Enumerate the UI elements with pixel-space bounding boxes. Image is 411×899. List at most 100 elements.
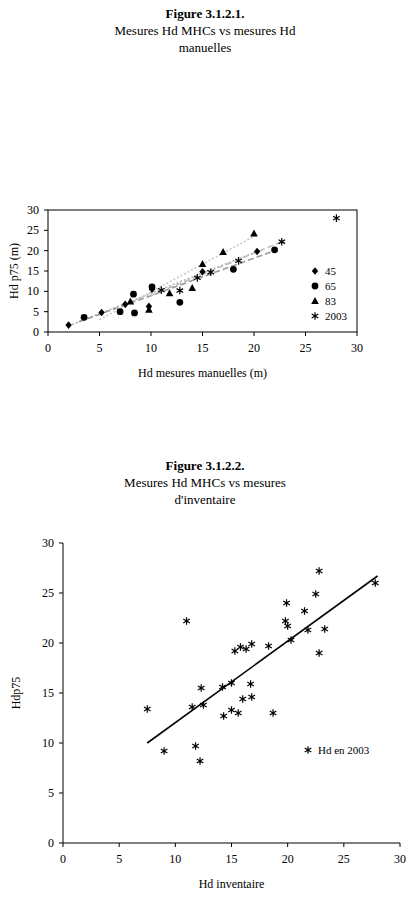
plot-frame [48, 210, 357, 332]
y-tick [44, 332, 48, 333]
x-tick [202, 332, 203, 336]
y-tick [44, 311, 48, 312]
legend-label: 2003 [325, 310, 348, 322]
data-point [166, 289, 174, 296]
chart: Figure 3.1.2.1.Mesures Hd MHCs vs mesure… [7, 6, 363, 380]
trend-line [100, 236, 255, 319]
x-tick-label: 10 [169, 852, 181, 866]
y-axis-title: Hdp75 [9, 677, 23, 710]
y-tick-label: 25 [27, 223, 39, 237]
x-tick-label: 25 [338, 852, 350, 866]
data-point [265, 642, 272, 650]
x-tick-label: 0 [45, 341, 51, 355]
x-axis-title: Hd mesures manuelles (m) [138, 366, 267, 380]
data-point [145, 306, 153, 313]
y-tick [44, 271, 48, 272]
y-tick [59, 593, 63, 594]
data-point [198, 684, 205, 692]
data-point [305, 626, 312, 634]
data-point [243, 645, 250, 653]
data-point [65, 321, 71, 329]
legend: Hd en 2003 [305, 744, 370, 756]
y-tick [59, 643, 63, 644]
legend-swatch [305, 746, 312, 754]
data-point [183, 617, 190, 625]
data-point [270, 709, 277, 717]
y-axis-title: Hd p75 (m) [7, 243, 21, 299]
data-point [200, 701, 207, 709]
trend-line [151, 241, 285, 296]
chart-title: Figure 3.1.2.2. [166, 458, 245, 473]
data-point [81, 314, 88, 321]
data-point [144, 705, 151, 713]
data-point [177, 287, 184, 295]
data-point [284, 622, 291, 630]
x-tick-label: 5 [116, 852, 122, 866]
y-tick-label: 20 [27, 244, 39, 258]
chart-subtitle: Mesures Hd MHCs vs mesures [124, 475, 286, 490]
data-point [248, 693, 255, 701]
data-point [333, 214, 340, 222]
data-point [239, 695, 246, 703]
legend: 4565832003 [311, 265, 347, 322]
data-point [283, 599, 290, 607]
legend-swatch [312, 283, 319, 290]
data-point [207, 268, 214, 276]
x-tick [231, 843, 232, 847]
legend-swatch [311, 297, 319, 304]
data-point [199, 260, 207, 267]
data-point [199, 268, 205, 276]
data-point [131, 309, 138, 316]
data-point [149, 283, 156, 290]
x-tick-label: 15 [226, 852, 238, 866]
data-point [189, 703, 196, 711]
y-tick-label: 30 [27, 203, 39, 217]
y-tick-label: 30 [42, 536, 54, 550]
data-group [144, 567, 379, 765]
data-point [316, 649, 323, 657]
data-point [194, 274, 201, 282]
y-tick [59, 743, 63, 744]
trend-line [79, 251, 275, 322]
data-point [250, 230, 258, 237]
x-tick [254, 332, 255, 336]
data-point [220, 712, 227, 720]
legend-label: 65 [325, 280, 337, 292]
x-tick-label: 0 [60, 852, 66, 866]
data-point [188, 284, 196, 291]
legend-swatch [312, 312, 319, 320]
y-tick-label: 0 [33, 325, 39, 339]
trend-line [147, 576, 377, 743]
x-tick-label: 20 [282, 852, 294, 866]
data-point [197, 757, 204, 765]
figure-canvas: Figure 3.1.2.1.Mesures Hd MHCs vs mesure… [0, 0, 411, 899]
chart-subtitle: manuelles [179, 40, 232, 55]
x-tick-label: 20 [248, 341, 260, 355]
x-tick-label: 25 [300, 341, 312, 355]
data-point [219, 683, 226, 691]
legend-label: Hd en 2003 [318, 744, 370, 756]
data-point [230, 266, 237, 273]
data-point [312, 590, 319, 598]
x-tick [99, 332, 100, 336]
data-point [235, 257, 242, 265]
y-tick-label: 5 [33, 305, 39, 319]
x-tick-label: 10 [145, 341, 157, 355]
data-point [228, 706, 235, 714]
x-tick [151, 332, 152, 336]
page: {"chart_data": [ {"type": "scatter", "ti… [0, 0, 411, 899]
legend-label: 45 [325, 265, 337, 277]
x-tick-label: 5 [97, 341, 103, 355]
x-tick [119, 843, 120, 847]
data-point [98, 309, 104, 317]
y-tick-label: 10 [27, 284, 39, 298]
y-tick-label: 20 [42, 636, 54, 650]
x-tick [400, 843, 401, 847]
data-point [161, 747, 168, 755]
data-point [316, 567, 323, 575]
data-point [192, 742, 199, 750]
data-point [176, 299, 183, 306]
y-tick-label: 0 [48, 836, 54, 850]
data-group [65, 214, 339, 329]
data-point [228, 679, 235, 687]
